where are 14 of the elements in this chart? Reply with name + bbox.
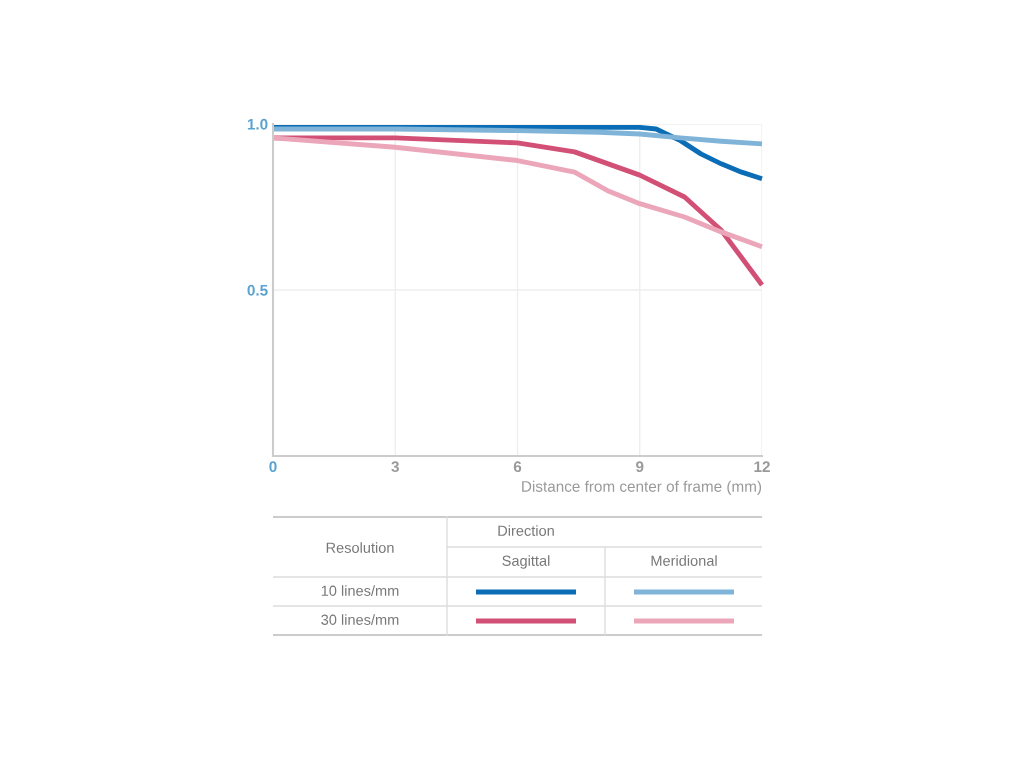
y-tick-label: 1.0	[247, 118, 268, 130]
text: Resolution	[326, 542, 394, 553]
x-tick-label: 0	[269, 461, 277, 473]
x-axis-title: Distance from center of frame (mm)	[522, 480, 762, 495]
x-tick-label: 9	[636, 461, 644, 473]
x-tick-label: 3	[391, 461, 399, 473]
text: Sagittal	[502, 555, 550, 569]
text: 10 lines/mm	[321, 585, 399, 596]
y-tick-label: 0.5	[247, 284, 268, 296]
x-tick-label: 12	[754, 461, 770, 472]
text: Direction	[498, 525, 554, 536]
text: Meridional	[651, 555, 717, 566]
text: 30 lines/mm	[321, 614, 399, 625]
x-tick-label: 6	[513, 461, 522, 473]
